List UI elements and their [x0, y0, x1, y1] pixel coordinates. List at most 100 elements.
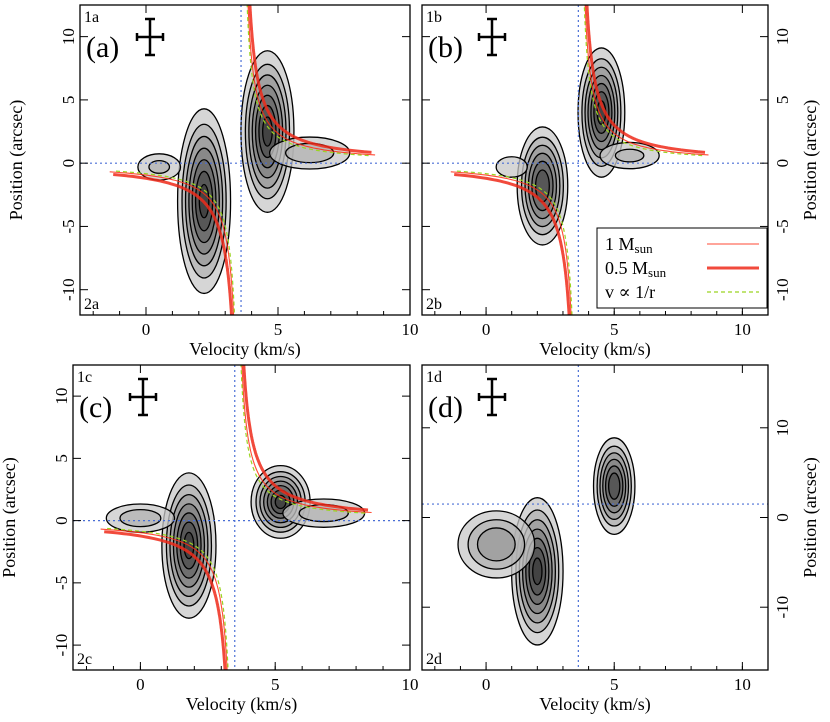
contour-line [476, 527, 516, 562]
contour-line [524, 144, 561, 228]
model-curve-1msun [584, 5, 709, 156]
model-curve-v-inv-r [240, 365, 366, 514]
corner-label-bottom: 2c [77, 651, 92, 668]
contour-line [607, 472, 621, 500]
panel-label: (a) [86, 31, 119, 64]
contour-line [176, 108, 232, 295]
contour-line [521, 528, 553, 615]
y-tick-label: 0 [773, 513, 792, 522]
x-axis-label: Velocity (km/s) [539, 339, 650, 360]
y-axis-label: Position (arcsec) [0, 457, 20, 577]
contour-line [191, 159, 217, 244]
y-tick-label: 0 [59, 159, 78, 168]
y-tick-label: -10 [59, 278, 78, 301]
y-tick-label: 10 [773, 28, 792, 45]
contour-line [194, 170, 214, 232]
y-tick-label: 0 [773, 159, 792, 168]
x-tick-label: 10 [402, 320, 419, 339]
x-tick-label: 10 [734, 675, 751, 694]
contour-line [169, 493, 209, 598]
contour-line [593, 91, 610, 134]
contour-line [119, 508, 162, 528]
contour-line [590, 82, 613, 143]
model-curve-1msun [247, 5, 376, 156]
x-tick-label: 0 [482, 320, 491, 339]
contour-line [467, 519, 526, 570]
legend-label-sub: sun [635, 241, 654, 256]
panel-label: (b) [428, 31, 463, 64]
emission-blob-fill [477, 527, 516, 561]
contour-line [161, 472, 217, 619]
model-curve-1msun [109, 171, 235, 315]
corner-label-top: 1c [77, 369, 92, 386]
contour-line [198, 183, 210, 219]
y-tick-label: 10 [59, 28, 78, 45]
legend-label-main: v ∝ 1/r [605, 282, 655, 302]
contour-line [592, 437, 636, 536]
contour-line [577, 47, 626, 178]
contour-line [581, 58, 622, 167]
y-tick-label: 5 [773, 96, 792, 105]
corner-label-bottom: 2d [426, 651, 442, 668]
contour-line [254, 94, 280, 169]
model-curve-v-inv-r [107, 527, 229, 670]
panel-b: 0 5 10 Velocity (km/s) 10 5 0 -5 -10 Position (ar… [421, 4, 821, 360]
contour-line [244, 63, 291, 200]
legend-label: 0.5 Msun [605, 258, 667, 280]
contour-line [528, 547, 547, 596]
contour-line [602, 458, 627, 514]
x-axis-label: Velocity (km/s) [539, 694, 650, 715]
emission-blob-fill [275, 495, 286, 509]
emission-blob-fill [535, 169, 550, 202]
legend-label: 1 Msun [605, 234, 653, 256]
contour-line [251, 84, 284, 179]
x-tick-label: 5 [274, 320, 283, 339]
x-tick-label: 0 [136, 675, 145, 694]
contour-line [181, 123, 227, 279]
emission-blob-fill [285, 143, 334, 163]
emission-blob-fill [608, 473, 620, 500]
model-curve-v-inv-r [115, 170, 236, 315]
contour-line [599, 452, 630, 520]
panel-frame [79, 4, 411, 316]
model-curve-1msun [100, 528, 228, 670]
contour-line [587, 74, 616, 151]
x-tick-label: 5 [610, 675, 619, 694]
emission-blob-fill [299, 504, 349, 522]
panel-c: 0 5 10 Velocity (km/s) 10 5 0 -5 -10 Position (ar… [0, 364, 419, 715]
y-tick-label: 0 [52, 516, 71, 525]
y-tick-label: 5 [52, 454, 71, 463]
corner-label-top: 1a [84, 9, 99, 26]
x-tick-label: 10 [402, 675, 419, 694]
y-axis-label: Position (arcsec) [800, 457, 821, 577]
panel-label: (c) [79, 391, 112, 424]
model-curve-0.5msun [454, 173, 571, 315]
contour-line [457, 510, 536, 579]
panel-label: (d) [428, 391, 463, 424]
y-tick-label: 5 [59, 96, 78, 105]
emission-blob-fill [615, 149, 644, 162]
y-tick-label: -10 [773, 596, 792, 619]
contour-line [596, 445, 632, 527]
model-curve-0.5msun [248, 5, 372, 154]
y-tick-label: -5 [52, 576, 71, 590]
model-curve-0.5msun [104, 530, 227, 670]
x-tick-label: 5 [610, 320, 619, 339]
panel-a: 0 5 10 Velocity (km/s) 10 5 0 -5 -10 Position (ar… [6, 4, 419, 360]
model-curve-v-inv-r [246, 5, 369, 157]
emission-blob-fill [119, 509, 161, 527]
contour-line [604, 465, 624, 507]
model-curve-v-inv-r [583, 5, 703, 157]
x-axis-label: Velocity (km/s) [189, 339, 300, 360]
legend-label-main: 1 M [605, 234, 635, 254]
contour-line [520, 136, 565, 236]
legend-label-sub: sun [648, 265, 667, 280]
emission-blob-fill [496, 156, 528, 178]
contour-line [148, 159, 171, 174]
corner-label-bottom: 2a [84, 296, 99, 313]
model-curve-0.5msun [242, 365, 369, 512]
y-tick-label: 10 [773, 419, 792, 436]
contour-line [527, 152, 558, 220]
plot-area [80, 5, 410, 315]
